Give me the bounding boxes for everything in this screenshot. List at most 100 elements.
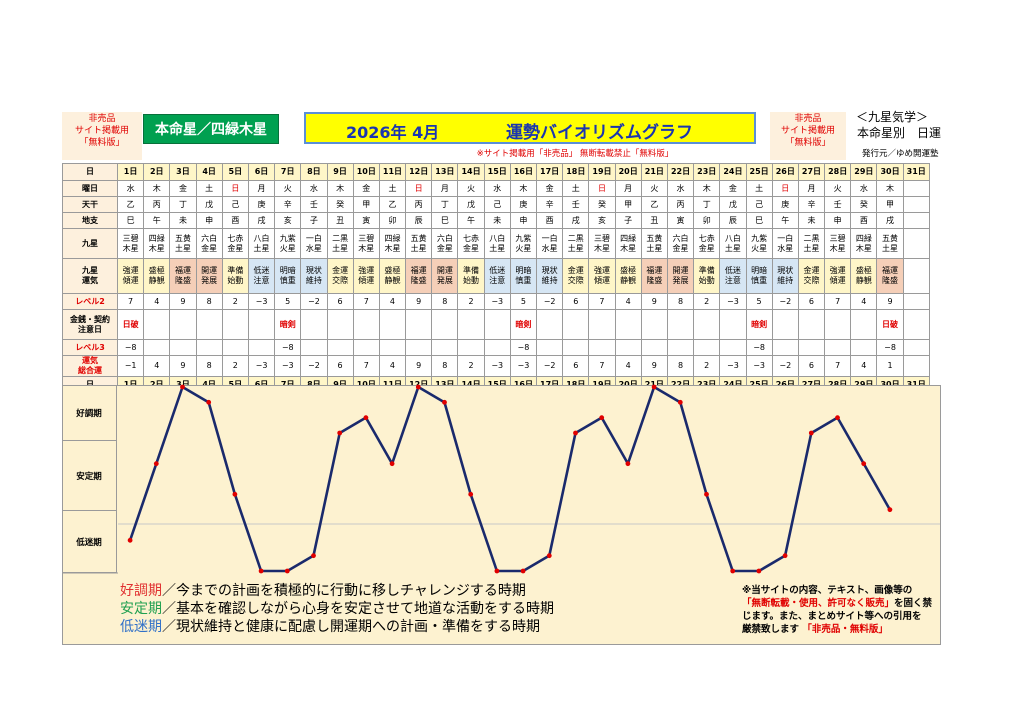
shi-cell: 午 xyxy=(771,212,799,229)
shi-cell: 未 xyxy=(483,212,511,229)
cell-line: 傾運 xyxy=(122,276,139,285)
total-cell: −2 xyxy=(300,355,328,377)
star-cell: 一白 水星 xyxy=(300,228,328,259)
row-label-line: 九星 xyxy=(82,266,98,275)
cell-line: 現状 xyxy=(305,266,322,275)
kanshi-cell: 甲 xyxy=(876,196,904,213)
day-cell: 20日 xyxy=(614,163,642,181)
cell-line: 土星 xyxy=(253,243,270,253)
kanshi-cell: 戊 xyxy=(719,196,747,213)
cell-line: 九紫 xyxy=(279,233,296,243)
cell-line: 火星 xyxy=(751,243,768,253)
cell-line: 金星 xyxy=(698,243,715,253)
shi-cell: 午 xyxy=(457,212,485,229)
total-cell: −3 xyxy=(745,355,773,377)
cell-line: 金運 xyxy=(332,266,349,275)
cell-line: 始動 xyxy=(227,276,244,285)
cell-line: 準備 xyxy=(227,266,244,275)
row-label: 天干 xyxy=(62,196,118,213)
row-label-line: 注意日 xyxy=(78,324,102,334)
money-cell xyxy=(693,309,721,340)
cell-line: 開運 xyxy=(201,266,218,275)
cell-line: 土星 xyxy=(646,243,663,253)
unsei-cell: 強運 傾運 xyxy=(352,258,380,294)
day-cell: 13日 xyxy=(431,163,459,181)
weekday-cell: 土 xyxy=(562,180,590,197)
cell-line: 木星 xyxy=(855,243,872,253)
unsei-cell: 明暗 慎重 xyxy=(509,258,538,294)
shi-cell: 卯 xyxy=(693,212,721,229)
unsei-cell: 福運 隆盛 xyxy=(405,258,433,294)
data-point-day-22 xyxy=(677,399,683,405)
data-point-day-27 xyxy=(808,430,814,436)
weekday-cell: 日 xyxy=(588,180,616,197)
star-cell: 五黄 土星 xyxy=(405,228,433,259)
right-note-line2: サイト掲載用 xyxy=(780,126,835,136)
shi-cell: 午 xyxy=(143,212,171,229)
unsei-cell: 強運 傾運 xyxy=(116,258,145,294)
total-cell: 7 xyxy=(352,355,380,377)
row-label-line: 運気 xyxy=(82,276,98,285)
legend-stable: 安定期／基本を確認しながら心身を安定させて地道な活動をする時期 xyxy=(120,600,730,618)
day-cell: 18日 xyxy=(562,163,590,181)
lvl2-cell: 8 xyxy=(431,293,459,310)
cell-line: 三碧 xyxy=(122,233,139,243)
money-cell: 暗剣 xyxy=(274,309,302,340)
star-cell: 三碧 木星 xyxy=(116,228,145,259)
weekday-cell: 土 xyxy=(378,180,407,197)
shi-cell: 丑 xyxy=(640,212,668,229)
star-cell: 二黒 土星 xyxy=(326,228,354,259)
kanshi-cell: 丁 xyxy=(693,196,721,213)
cell-line: 傾運 xyxy=(829,276,846,285)
data-point-day-2 xyxy=(153,461,159,467)
unsei-cell: 強運 傾運 xyxy=(824,258,852,294)
lvl3-cell xyxy=(143,339,171,356)
cell-line: 一白 xyxy=(305,233,322,243)
cell-line: 強運 xyxy=(358,266,375,275)
data-point-day-15 xyxy=(494,568,500,574)
kanshi-cell: 己 xyxy=(745,196,773,213)
kanshi-cell: 庚 xyxy=(509,196,538,213)
data-point-day-6 xyxy=(258,568,264,574)
cell-line: 維持 xyxy=(305,276,322,285)
cell-line: 隆盛 xyxy=(174,276,191,285)
lvl3-cell xyxy=(195,339,223,356)
copyright-note: ※当サイトの内容、テキスト、画像等の 「無断転載・使用、許可なく販売」を固く禁 … xyxy=(742,584,942,636)
cell-line: 始動 xyxy=(698,276,715,285)
copy-notice: ※サイト掲載用「非売品」 無断転載禁止「無料版」 xyxy=(476,149,674,159)
cell-line: 発展 xyxy=(672,276,689,285)
cell-line: 二黒 xyxy=(567,233,584,243)
lvl3-cell xyxy=(247,339,276,356)
weekday-cell: 火 xyxy=(824,180,852,197)
lvl3-cell xyxy=(562,339,590,356)
left-note-line1: 非売品 xyxy=(88,114,116,124)
lvl2-cell: 4 xyxy=(143,293,171,310)
cell-line: 木星 xyxy=(620,243,637,253)
side-label-stable: 安定期 xyxy=(62,441,117,511)
kanshi-cell: 壬 xyxy=(824,196,852,213)
right-nonsale-note: 非売品 サイト掲載用 「無料版」 xyxy=(770,112,846,160)
data-point-day-23 xyxy=(704,491,709,497)
cell-line: 土星 xyxy=(332,243,349,253)
cell-line: 八白 xyxy=(724,233,741,243)
footer-line4-red: 「非売品・無料版」 xyxy=(802,624,888,635)
cell-line: 福運 xyxy=(882,266,899,275)
row-label-line: 運気 xyxy=(82,356,98,366)
row-label: 金銭・契約 注意日 xyxy=(62,309,118,340)
cell-line: 交際 xyxy=(567,276,584,285)
cell-line: 二黒 xyxy=(803,233,820,243)
legend-stable-key: 安定期 xyxy=(120,601,162,617)
day-cell: 10日 xyxy=(352,163,380,181)
cell-line: 維持 xyxy=(777,276,794,285)
unsei-cell: 準備 始動 xyxy=(693,258,721,294)
day-cell: 6日 xyxy=(247,163,276,181)
footer-line4: 厳禁致します 「非売品・無料版」 xyxy=(742,623,942,636)
shi-cell: 卯 xyxy=(378,212,407,229)
money-cell xyxy=(797,309,826,340)
money-cell xyxy=(614,309,642,340)
cell-line: 低迷 xyxy=(724,266,741,275)
total-cell: 4 xyxy=(378,355,407,377)
cell-line: 強運 xyxy=(593,266,610,275)
cell-line: 慎重 xyxy=(515,276,532,285)
